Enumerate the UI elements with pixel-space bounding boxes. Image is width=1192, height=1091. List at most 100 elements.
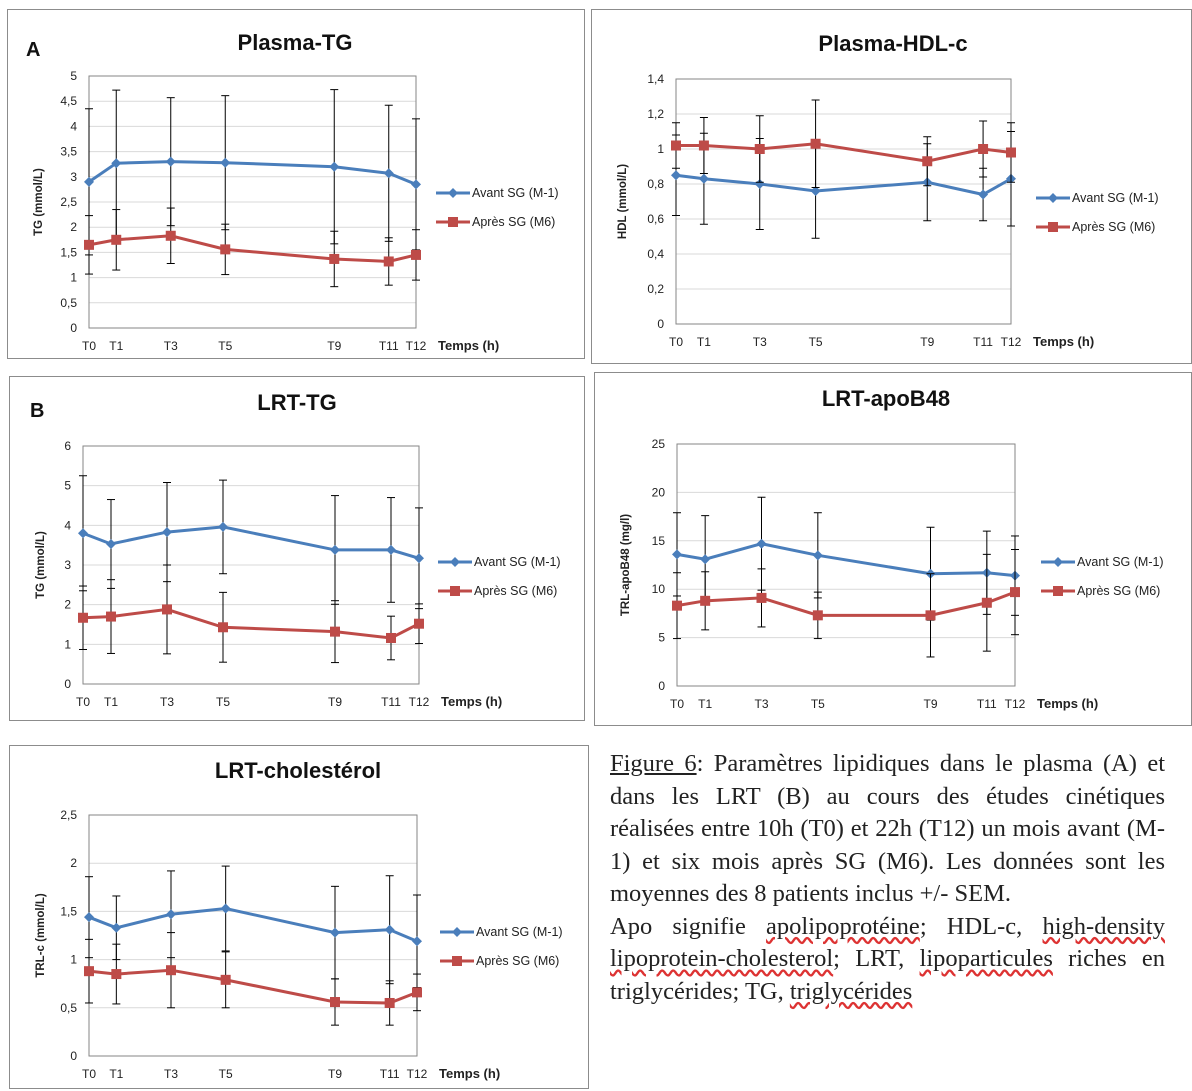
y-tick-label: 6: [64, 439, 71, 453]
data-point: [672, 549, 682, 560]
y-tick-label: 1,4: [647, 72, 664, 86]
data-point: [383, 256, 394, 267]
x-tick-label: T9: [923, 697, 937, 711]
x-tick-label: T3: [753, 335, 767, 349]
x-tick-label: T0: [82, 1067, 96, 1081]
y-tick-label: 3: [64, 558, 71, 572]
data-point: [978, 189, 989, 200]
x-tick-label: T0: [82, 339, 96, 353]
legend-label: Avant SG (M-1): [474, 555, 561, 569]
data-point: [165, 230, 176, 241]
x-tick-label: T5: [219, 1067, 233, 1081]
legend-label: Après SG (M6): [1077, 584, 1160, 598]
caption-text-1: : Paramètres lipidiques dans le plasma (…: [610, 750, 1165, 907]
y-tick-label: 2,5: [60, 195, 77, 209]
x-tick-label: T3: [160, 695, 174, 709]
caption-paragraph-2: Apo signifie apolipoprotéine; HDL-c, hig…: [610, 911, 1165, 1009]
series-line: [676, 590, 1016, 617]
plasma-tg-chart-panel: 0 0,5 1 1,5 2 2,5 3 3,5 4 4,5 5 T0 T1 T3 T5 T9 T11 T12 Tem…: [7, 9, 585, 359]
plasma-hdl-svg: 0 0,2 0,4 0,6 0,8 1 1,2 1,4 T0 T1 T3 T5 T9 T11 T12 Temp…: [617, 31, 1159, 349]
legend-label: Avant SG (M-1): [476, 925, 563, 939]
y-tick-label: 0,8: [647, 177, 664, 191]
data-point: [106, 611, 116, 622]
x-tick-label: T11: [380, 1067, 400, 1081]
data-point: [810, 138, 821, 149]
data-point: [220, 974, 231, 985]
data-point: [414, 553, 424, 564]
x-tick-label: T11: [381, 695, 401, 709]
data-point: [165, 156, 176, 167]
x-tick-label: T3: [164, 1067, 178, 1081]
data-point: [218, 622, 228, 633]
data-point: [220, 244, 231, 255]
x-tick-label: T1: [698, 697, 712, 711]
data-point: [384, 997, 395, 1008]
x-tick-label: T5: [218, 339, 232, 353]
x-tick-label: T1: [104, 695, 118, 709]
y-tick-label: 10: [652, 582, 666, 596]
data-point: [84, 912, 94, 923]
data-point: [330, 927, 340, 938]
x-tick-label: T11: [973, 335, 993, 349]
x-tick-label: T3: [754, 697, 768, 711]
data-point: [111, 969, 122, 980]
x-tick-label: T12: [406, 339, 427, 353]
data-point: [671, 140, 681, 151]
data-point: [383, 168, 394, 179]
x-tick-label: T0: [76, 695, 90, 709]
data-point: [411, 249, 421, 260]
x-tick-label: T1: [109, 339, 123, 353]
data-point: [78, 612, 88, 623]
y-tick-label: 5: [70, 69, 77, 83]
y-tick-label: 5: [658, 631, 665, 645]
y-tick-label: 0,4: [647, 247, 664, 261]
y-axis-title: TG (mmol/L): [35, 531, 47, 599]
y-tick-label: 2: [70, 856, 77, 870]
x-tick-label: T5: [811, 697, 825, 711]
x-axis-title: Temps (h): [438, 338, 499, 353]
legend-label: Après SG (M6): [474, 584, 557, 598]
series-line: [82, 607, 420, 640]
caption-word-lipoprotein: lipoprotein-cholesterol: [610, 945, 834, 972]
chart-title: LRT-apoB48: [822, 386, 950, 411]
data-point: [386, 632, 396, 643]
data-point: [384, 924, 395, 935]
panel-letter: A: [26, 39, 40, 61]
plasma-hdl-chart-panel: 0 0,2 0,4 0,6 0,8 1 1,2 1,4 T0 T1 T3 T5 T9 T11 T12 Temp…: [591, 9, 1192, 364]
data-point: [166, 965, 176, 976]
caption-text-2b: ; HDL-c,: [919, 912, 1043, 940]
x-tick-label: T0: [670, 697, 684, 711]
y-tick-label: 0,5: [60, 296, 77, 310]
x-tick-label: T0: [669, 335, 683, 349]
data-point: [111, 922, 122, 933]
legend-label: Avant SG (M-1): [1072, 191, 1159, 205]
data-point: [698, 140, 709, 151]
data-point: [812, 610, 823, 621]
y-tick-label: 20: [652, 485, 666, 499]
data-point: [671, 170, 681, 181]
data-point: [925, 610, 936, 621]
data-point: [106, 538, 116, 549]
y-axis-title: TRL-c (mmol/L): [35, 893, 47, 977]
legend-label: Après SG (M6): [1072, 220, 1155, 234]
y-tick-label: 0,2: [647, 282, 664, 296]
lrt-apob48-svg: 0 5 10 15 20 25 T0 T1 T3 T5 T9 T11 T12 Temps (h) TRL-a…: [620, 386, 1164, 711]
figure-label: Figure 6: [610, 750, 697, 777]
y-tick-label: 1,5: [60, 904, 77, 918]
y-tick-label: 1,2: [647, 107, 664, 121]
figure-caption: Figure 6: Paramètres lipidiques dans le …: [610, 748, 1165, 1008]
y-tick-label: 2,5: [60, 808, 77, 822]
caption-text-2a: Apo signifie: [610, 912, 767, 940]
lrt-chol-svg: 0 0,5 1 1,5 2 2,5 T0 T1 T3 T5 T9 T11 T12 Temps (h) TRL…: [35, 758, 563, 1081]
y-axis-title: TG (mmol/L): [33, 168, 45, 236]
y-axis-title: TRL-apoB48 (mg/l): [620, 514, 632, 616]
x-tick-label: T9: [920, 335, 934, 349]
legend-label: Avant SG (M-1): [1077, 555, 1164, 569]
data-point: [84, 239, 94, 250]
y-tick-label: 3,5: [60, 145, 77, 159]
x-tick-label: T9: [328, 695, 342, 709]
data-point: [329, 161, 340, 172]
data-point: [329, 253, 340, 264]
caption-word-apolipoproteine: apolipoprotéine: [766, 912, 920, 940]
x-axis-title: Temps (h): [1033, 334, 1094, 349]
